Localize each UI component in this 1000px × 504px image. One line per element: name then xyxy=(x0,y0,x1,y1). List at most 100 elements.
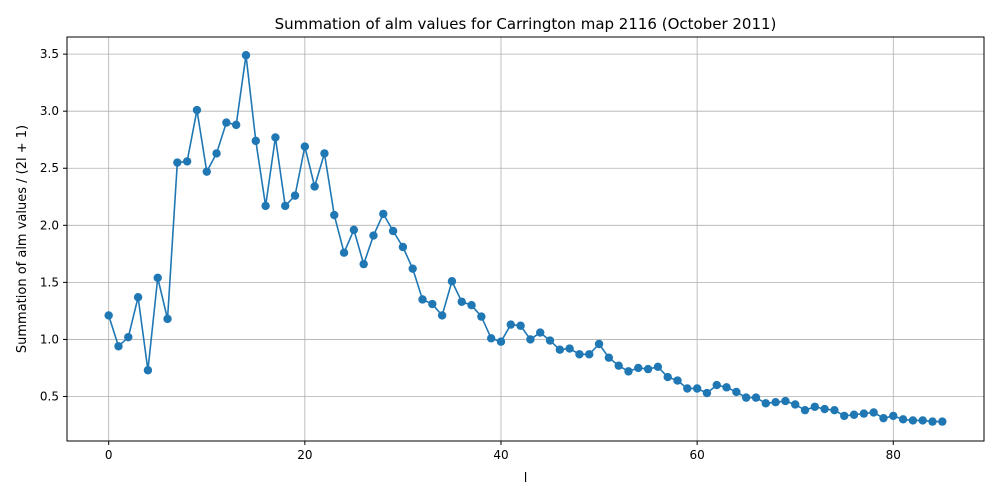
data-point xyxy=(869,408,878,417)
data-point xyxy=(624,367,633,376)
data-point xyxy=(634,363,643,373)
data-point xyxy=(643,364,653,374)
data-point xyxy=(928,417,937,426)
data-point xyxy=(575,350,584,359)
data-point xyxy=(791,400,800,409)
data-point xyxy=(202,167,211,176)
data-point xyxy=(251,136,260,146)
data-point xyxy=(241,51,251,60)
data-point xyxy=(751,393,761,402)
chart-title: Summation of alm values for Carrington m… xyxy=(275,15,777,33)
data-point xyxy=(290,191,300,200)
data-point xyxy=(428,299,437,309)
data-point xyxy=(555,345,565,354)
data-point xyxy=(173,158,182,167)
data-point xyxy=(692,384,702,393)
data-point xyxy=(467,300,476,310)
data-point xyxy=(938,417,947,426)
y-tick-label: 0.5 xyxy=(40,389,59,403)
y-tick-label: 1.0 xyxy=(40,332,59,346)
data-point xyxy=(771,397,780,407)
y-tick-label: 2.5 xyxy=(40,161,59,175)
data-point xyxy=(349,225,359,235)
data-point xyxy=(545,336,555,345)
data-point xyxy=(143,366,153,375)
x-tick-label: 0 xyxy=(105,448,113,462)
data-point xyxy=(271,133,280,142)
y-tick-label: 3.0 xyxy=(40,104,59,118)
x-tick-label: 40 xyxy=(493,448,508,462)
data-point xyxy=(849,410,859,419)
data-point xyxy=(781,396,790,406)
data-point xyxy=(359,259,368,269)
data-point xyxy=(653,362,663,372)
data-point xyxy=(300,142,310,151)
data-point xyxy=(330,210,339,220)
data-point xyxy=(526,335,535,344)
data-point xyxy=(859,409,869,418)
data-point xyxy=(496,337,506,346)
data-point xyxy=(310,182,319,191)
y-axis-label: Summation of alm values / (2l + 1) xyxy=(15,125,30,353)
data-point xyxy=(114,342,123,351)
data-point xyxy=(594,339,604,349)
data-point xyxy=(281,201,290,211)
data-point xyxy=(889,411,898,421)
data-point xyxy=(663,372,672,382)
data-point xyxy=(486,334,496,343)
data-point xyxy=(369,231,378,240)
data-point xyxy=(398,242,408,252)
data-point xyxy=(339,248,349,257)
data-point xyxy=(437,311,447,320)
data-point xyxy=(732,387,741,397)
x-tick-label: 20 xyxy=(297,448,312,462)
data-point xyxy=(830,405,839,415)
data-point xyxy=(320,149,329,158)
x-tick-label: 60 xyxy=(689,448,704,462)
data-point xyxy=(182,157,192,166)
data-point xyxy=(722,383,731,392)
data-point xyxy=(153,273,162,283)
data-point xyxy=(212,149,221,158)
data-point xyxy=(702,388,712,398)
axes: 0 20 40 60 80 0.5 1.0 1.5 2.0 2.5 3.0 3.5 xyxy=(40,47,901,462)
data-point xyxy=(673,376,682,385)
data-point xyxy=(908,416,918,425)
data-point xyxy=(104,311,113,320)
data-point xyxy=(133,293,143,302)
x-axis-label: l xyxy=(524,471,528,486)
data-point xyxy=(124,332,133,342)
y-tick-label: 1.5 xyxy=(40,275,59,289)
data-point xyxy=(810,402,820,411)
data-point xyxy=(820,404,829,414)
data-point xyxy=(565,344,574,353)
data-point xyxy=(614,361,623,370)
data-point xyxy=(516,321,525,330)
data-point xyxy=(879,413,888,423)
data-point xyxy=(231,120,241,130)
data-point xyxy=(536,328,545,337)
data-point xyxy=(585,350,594,359)
data-point xyxy=(192,105,202,115)
data-point xyxy=(379,209,388,219)
data-point xyxy=(222,118,231,127)
data-point xyxy=(604,353,614,362)
data-point xyxy=(163,314,172,324)
data-point xyxy=(898,415,908,424)
data-point xyxy=(418,295,427,304)
series-layer xyxy=(104,51,947,426)
x-tick-label: 80 xyxy=(886,448,901,462)
data-point xyxy=(683,384,692,393)
data-point xyxy=(741,393,751,402)
data-point xyxy=(447,277,457,286)
data-point xyxy=(712,380,721,390)
data-point xyxy=(840,411,849,421)
data-point xyxy=(506,320,515,329)
data-point xyxy=(388,226,398,236)
grid xyxy=(67,37,984,441)
data-point xyxy=(408,264,417,273)
data-point xyxy=(261,201,270,211)
data-point xyxy=(457,297,466,306)
